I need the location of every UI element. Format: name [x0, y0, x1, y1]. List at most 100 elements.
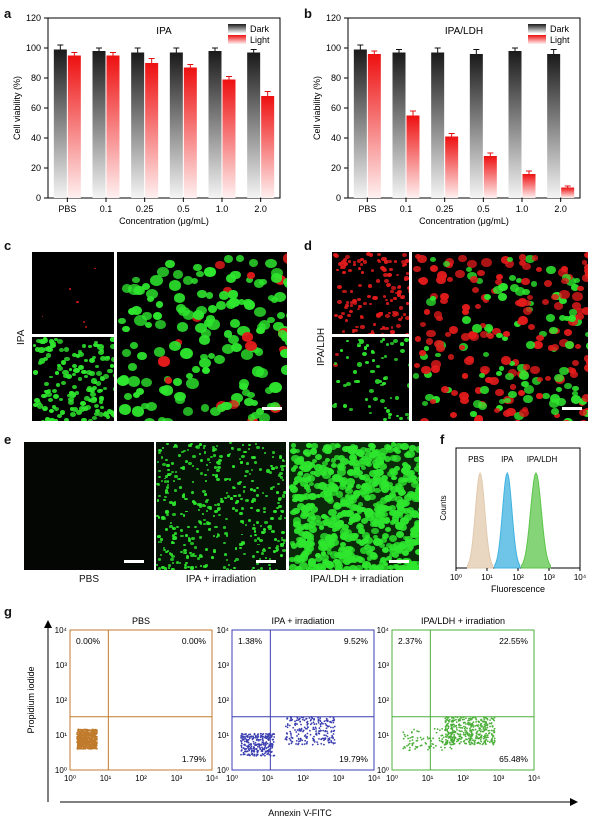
green-cell: [523, 395, 533, 404]
scatter-point: [449, 746, 452, 749]
green-cell: [92, 415, 97, 420]
legend-swatch: [228, 35, 246, 44]
green-cell: [357, 557, 365, 564]
green-cell: [121, 284, 132, 293]
green-cell: [478, 372, 486, 379]
x-tick-label: 10¹: [262, 774, 274, 783]
green-cell: [276, 482, 281, 486]
green-cell: [279, 464, 284, 468]
scatter-point: [459, 733, 462, 736]
green-cell: [110, 344, 114, 350]
scatter-point: [261, 738, 264, 741]
green-cell: [60, 380, 66, 386]
scatter-point: [270, 735, 273, 738]
x-tick-label: 0.5: [177, 204, 190, 214]
green-cell: [161, 518, 164, 521]
red-cell: [385, 298, 389, 302]
green-cell: [298, 562, 308, 570]
red-cell: [381, 333, 384, 334]
scatter-point: [266, 742, 269, 745]
green-cell: [273, 322, 284, 331]
green-cell: [250, 507, 253, 510]
red-cell: [349, 309, 354, 314]
scatter-point: [451, 723, 454, 726]
scatter-point: [267, 739, 270, 741]
green-cell: [372, 462, 381, 470]
green-cell: [251, 554, 256, 558]
green-cell: [213, 548, 217, 552]
green-cell: [98, 400, 104, 405]
green-cell: [200, 354, 208, 361]
plot-title: IPA/LDH + irradiation: [421, 616, 505, 626]
green-cell: [311, 458, 318, 464]
red-cell: [404, 259, 409, 263]
green-cell: [231, 447, 235, 450]
scatter-point: [473, 743, 476, 746]
scatter-point: [450, 747, 453, 750]
scatter-point: [315, 732, 318, 735]
green-cell: [330, 457, 337, 463]
green-cell: [344, 497, 354, 506]
scatter-frame: [231, 629, 375, 771]
green-cell: [177, 454, 181, 457]
green-cell: [340, 501, 348, 508]
micrograph-ipa-ldh-merged: [412, 252, 588, 421]
scatter-point: [465, 723, 467, 725]
scatter-point: [302, 729, 305, 732]
scatter-point: [332, 733, 335, 735]
scatter-point: [433, 727, 436, 730]
green-cell: [517, 364, 527, 373]
scatter-point: [317, 732, 320, 735]
green-cell: [254, 461, 258, 464]
scatter-point: [431, 742, 433, 745]
x-tick-label: 10³: [171, 774, 183, 783]
scatter-point: [258, 746, 261, 748]
green-cell: [84, 404, 91, 410]
scatter-point: [88, 747, 91, 750]
green-cell: [222, 525, 227, 529]
green-cell: [365, 461, 372, 467]
green-cell: [303, 460, 312, 468]
green-cell: [563, 418, 574, 421]
red-cell: [407, 289, 409, 294]
green-cell: [368, 454, 375, 460]
green-cell: [268, 470, 273, 474]
green-cell: [352, 514, 362, 522]
green-cell: [47, 417, 55, 421]
red-cell: [526, 295, 533, 301]
green-cell: [292, 481, 299, 486]
green-cell: [273, 510, 277, 514]
green-cell: [343, 566, 352, 570]
green-cell: [348, 512, 354, 517]
green-cell: [129, 341, 139, 349]
green-cell: [156, 514, 159, 518]
green-cell: [413, 465, 419, 473]
scatter-point: [438, 739, 441, 742]
green-cell: [360, 447, 368, 453]
green-cell: [360, 517, 368, 525]
scatter-point: [295, 719, 298, 722]
green-cell: [501, 335, 508, 341]
green-cell: [358, 528, 365, 534]
red-cell: [337, 261, 344, 266]
scatter-point: [290, 717, 293, 720]
green-cell: [390, 442, 397, 448]
green-cell: [338, 465, 344, 471]
red-cell: [475, 304, 482, 310]
green-cell: [171, 561, 175, 565]
green-cell: [193, 554, 197, 558]
scatter-point: [78, 747, 81, 750]
scatter-point: [317, 721, 320, 724]
bar-light: [367, 54, 381, 198]
green-cell: [144, 417, 156, 421]
green-cell: [250, 469, 253, 471]
scatter-point: [441, 738, 444, 741]
scatter-point: [318, 737, 320, 740]
green-cell: [247, 444, 251, 447]
green-cell: [224, 517, 228, 521]
scatter-point: [411, 742, 414, 745]
green-cell: [217, 506, 221, 510]
green-cell: [277, 311, 286, 319]
scatter-point: [409, 740, 411, 742]
scatter-point: [256, 737, 258, 739]
